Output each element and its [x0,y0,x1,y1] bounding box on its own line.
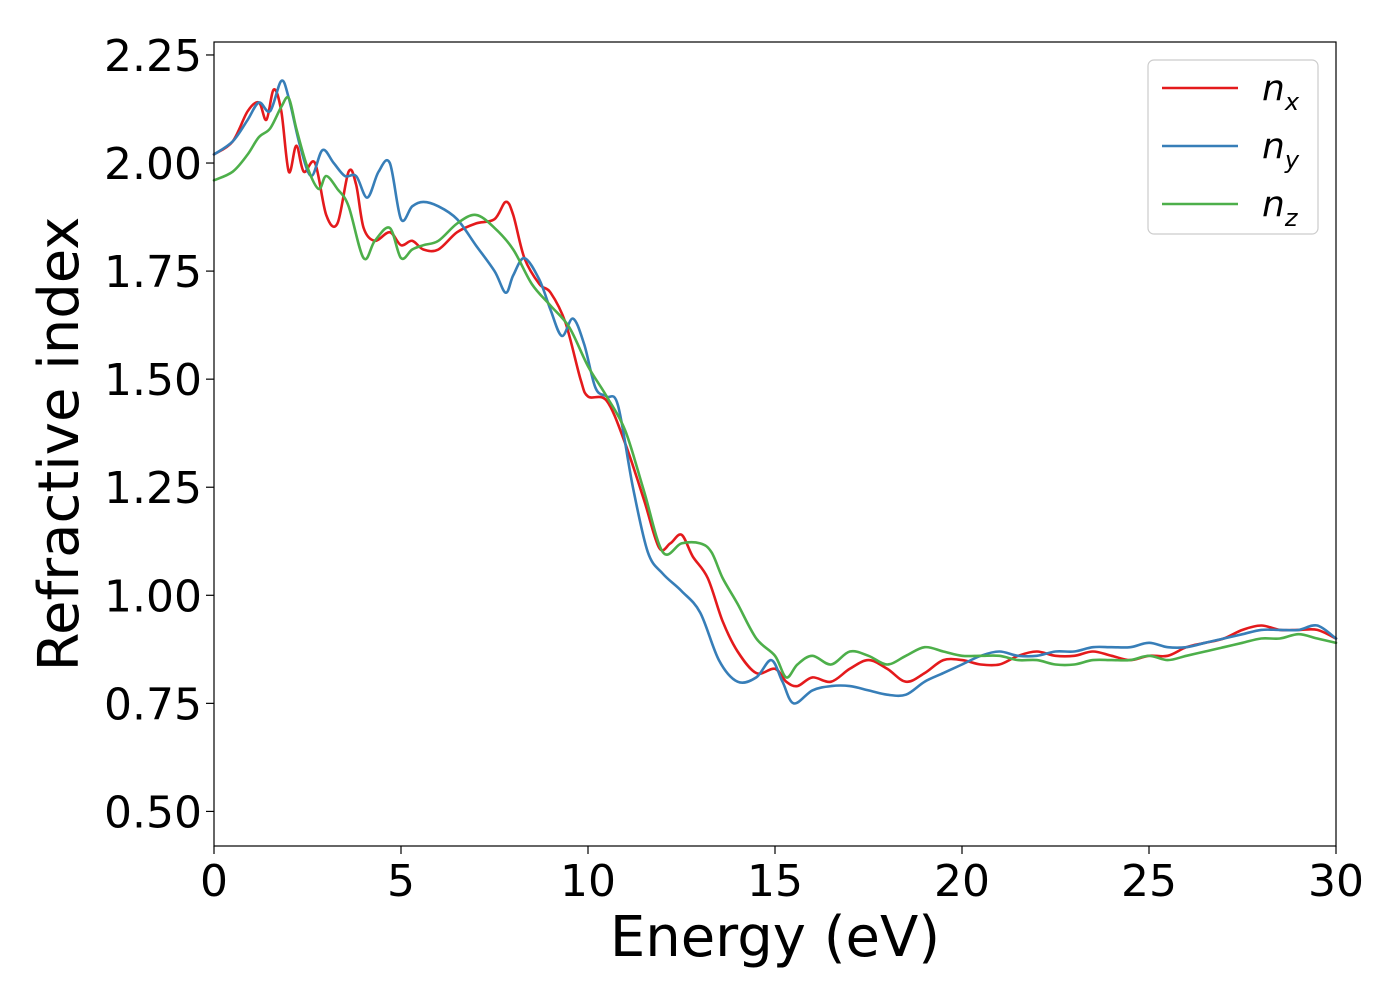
y-axis-ticks: 0.50 0.75 1.00 1.25 1.50 1.75 2.00 2.25 [104,31,214,838]
y-axis-label: Refractive index [27,217,92,672]
series-line-y [212,79,1338,705]
series-line-z [212,96,1338,679]
series-layer [212,79,1338,705]
y-tick-label: 1.75 [104,247,202,298]
y-tick-label: 2.25 [104,31,202,82]
y-tick-label: 1.00 [104,571,202,622]
y-tick-label: 1.50 [104,355,202,406]
x-tick-label: 25 [1121,856,1177,907]
y-tick-label: 0.75 [104,679,202,730]
legend-label-main: n [1262,184,1285,225]
legend-label-main: n [1262,126,1285,167]
x-tick-label: 20 [934,856,990,907]
legend-label-z: nz [1262,184,1299,232]
x-axis-label: Energy (eV) [610,905,940,970]
y-tick-label: 2.00 [104,139,202,190]
legend-label-y: ny [1262,126,1300,174]
x-tick-label: 15 [747,856,803,907]
x-tick-label: 30 [1308,856,1364,907]
legend-label-subscript: x [1284,88,1300,116]
legend-label-main: n [1262,68,1285,109]
x-tick-label: 10 [560,856,616,907]
x-tick-label: 0 [200,856,228,907]
legend-label-x: nx [1262,68,1300,116]
y-tick-label: 0.50 [104,787,202,838]
x-axis-ticks: 0 5 10 15 20 25 30 [200,846,1364,907]
legend-label-subscript: y [1284,146,1300,174]
y-tick-label: 1.25 [104,463,202,514]
x-tick-label: 5 [387,856,415,907]
legend-label-subscript: z [1284,204,1299,232]
